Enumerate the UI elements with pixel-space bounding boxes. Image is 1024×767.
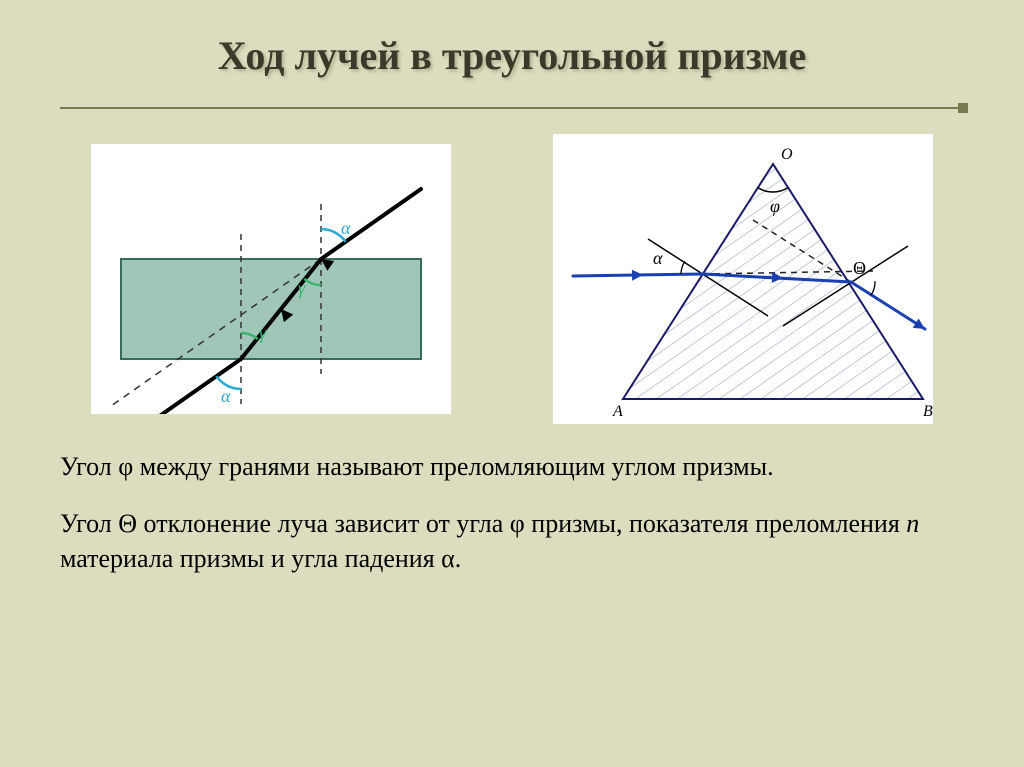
paragraph-theta: Угол Θ отклонение луча зависит от угла φ… — [60, 506, 964, 576]
slide: Ход лучей в треугольной призме α α γ γ φ α Θ O… — [0, 0, 1024, 767]
slide-title: Ход лучей в треугольной призме — [60, 32, 964, 79]
svg-text:O: O — [781, 146, 793, 163]
svg-text:α: α — [653, 248, 663, 268]
svg-text:B: B — [923, 403, 933, 420]
svg-text:γ: γ — [298, 278, 306, 298]
svg-text:α: α — [221, 386, 231, 406]
title-underline — [60, 107, 964, 109]
refraction-slab-diagram: α α γ γ — [91, 144, 451, 414]
description-text: Угол φ между гранями называют преломляющ… — [0, 439, 1024, 576]
svg-text:α: α — [341, 218, 351, 238]
svg-text:A: A — [612, 403, 623, 420]
underline-endcap — [958, 103, 968, 113]
svg-text:Θ: Θ — [853, 258, 866, 278]
diagrams-row: α α γ γ φ α Θ O A B — [0, 109, 1024, 439]
svg-text:φ: φ — [770, 196, 780, 216]
prism-ray-diagram: φ α Θ O A B — [553, 134, 933, 424]
svg-text:γ: γ — [259, 323, 267, 343]
paragraph-phi: Угол φ между гранями называют преломляющ… — [60, 449, 964, 484]
title-area: Ход лучей в треугольной призме — [0, 0, 1024, 89]
